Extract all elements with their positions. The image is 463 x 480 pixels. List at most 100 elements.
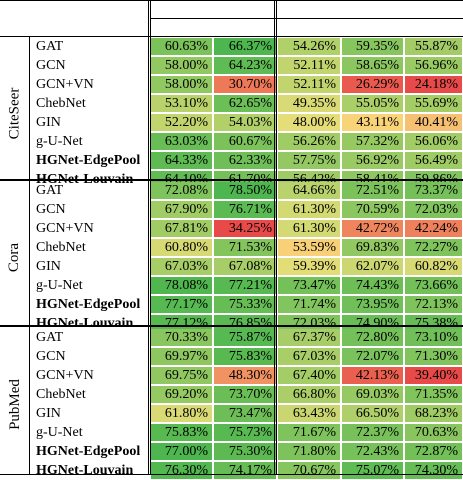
accuracy-cell: 72.87% — [405, 443, 462, 460]
accuracy-cell: 75.30% — [214, 443, 276, 460]
accuracy-cell: 72.03% — [278, 315, 340, 332]
horizontal-rule — [0, 325, 463, 326]
accuracy-cell: 56.92% — [342, 152, 403, 169]
accuracy-cell: 62.65% — [214, 95, 276, 112]
dataset-name: Cora — [6, 242, 23, 272]
model-name: GIN — [36, 115, 61, 130]
accuracy-cell: 60.63% — [151, 38, 212, 55]
model-name: GCN — [36, 202, 66, 217]
accuracy-cell: 68.23% — [405, 405, 462, 422]
accuracy-cell: 73.66% — [405, 277, 462, 294]
accuracy-cell: 75.33% — [214, 296, 276, 313]
accuracy-cell: 70.33% — [151, 329, 212, 346]
layers-header — [404, 19, 463, 36]
accuracy-cell: 75.87% — [214, 329, 276, 346]
accuracy-cell: 77.21% — [214, 277, 276, 294]
model-name: HGNet-EdgePool — [36, 444, 141, 459]
accuracy-cell: 64.66% — [278, 182, 340, 199]
accuracy-cell: 73.47% — [278, 277, 340, 294]
model-name: GIN — [36, 406, 61, 421]
model-name: GIN — [36, 259, 61, 274]
column-rule — [276, 0, 277, 475]
accuracy-cell: 74.30% — [405, 462, 462, 479]
accuracy-cell: 72.51% — [342, 182, 403, 199]
accuracy-cell: 61.30% — [278, 201, 340, 218]
accuracy-cell: 76.30% — [151, 462, 212, 479]
accuracy-cell: 67.08% — [214, 258, 276, 275]
accuracy-cell: 69.75% — [151, 367, 212, 384]
accuracy-cell: 72.13% — [405, 296, 462, 313]
accuracy-cell: 70.59% — [342, 201, 403, 218]
accuracy-cell: 63.43% — [278, 405, 340, 422]
accuracy-cell: 55.05% — [342, 95, 403, 112]
accuracy-cell: 66.50% — [342, 405, 403, 422]
accuracy-cell: 48.30% — [214, 367, 276, 384]
horizontal-rule — [0, 180, 463, 181]
accuracy-cell: 71.30% — [405, 348, 462, 365]
accuracy-cell: 55.87% — [405, 38, 462, 55]
accuracy-cell: 26.29% — [342, 76, 403, 93]
accuracy-cell: 63.03% — [151, 133, 212, 150]
accuracy-cell: 54.26% — [278, 38, 340, 55]
accuracy-cell: 74.90% — [342, 315, 403, 332]
accuracy-cell: 72.08% — [151, 182, 212, 199]
horizontal-rule — [0, 0, 463, 1]
accuracy-cell: 48.00% — [278, 114, 340, 131]
accuracy-cell: 57.75% — [278, 152, 340, 169]
accuracy-cell: 67.37% — [278, 329, 340, 346]
layers-header — [213, 19, 277, 36]
accuracy-cell: 71.67% — [278, 424, 340, 441]
accuracy-cell: 61.30% — [278, 220, 340, 237]
model-name: GCN+VN — [36, 77, 94, 92]
accuracy-cell: 56.96% — [405, 57, 462, 74]
accuracy-cell: 42.13% — [342, 367, 403, 384]
accuracy-cell: 61.80% — [151, 405, 212, 422]
accuracy-cell: 34.25% — [214, 220, 276, 237]
accuracy-cell: 71.35% — [405, 386, 462, 403]
accuracy-cell: 67.03% — [151, 258, 212, 275]
k-group-rule — [150, 18, 463, 19]
accuracy-cell: 69.03% — [342, 386, 403, 403]
accuracy-cell: 75.38% — [405, 315, 462, 332]
accuracy-cell: 74.43% — [342, 277, 403, 294]
accuracy-cell: 40.41% — [405, 114, 462, 131]
accuracy-cell: 56.49% — [405, 152, 462, 169]
horizontal-rule — [0, 179, 463, 180]
column-rule — [29, 36, 30, 475]
dataset-name: PubMed — [6, 378, 23, 430]
accuracy-cell: 52.11% — [278, 76, 340, 93]
accuracy-cell: 53.59% — [278, 239, 340, 256]
accuracy-cell: 73.37% — [405, 182, 462, 199]
accuracy-cell: 73.10% — [405, 329, 462, 346]
accuracy-cell: 67.81% — [151, 220, 212, 237]
accuracy-cell: 55.69% — [405, 95, 462, 112]
accuracy-cell: 75.73% — [214, 424, 276, 441]
accuracy-cell: 72.37% — [342, 424, 403, 441]
accuracy-cell: 67.03% — [278, 348, 340, 365]
accuracy-cell: 60.80% — [151, 239, 212, 256]
accuracy-cell: 69.97% — [151, 348, 212, 365]
accuracy-cell: 71.74% — [278, 296, 340, 313]
accuracy-cell: 60.67% — [214, 133, 276, 150]
accuracy-cell: 78.50% — [214, 182, 276, 199]
accuracy-cell: 64.23% — [214, 57, 276, 74]
accuracy-cell: 30.70% — [214, 76, 276, 93]
accuracy-cell: 39.40% — [405, 367, 462, 384]
accuracy-cell: 49.35% — [278, 95, 340, 112]
accuracy-cell: 42.72% — [342, 220, 403, 237]
model-name: GAT — [36, 183, 64, 198]
accuracy-cell: 70.67% — [278, 462, 340, 479]
column-rule — [274, 0, 275, 475]
model-name: HGNet-EdgePool — [36, 153, 141, 168]
accuracy-cell: 78.08% — [151, 277, 212, 294]
dataset-label: PubMed — [0, 328, 30, 480]
model-name: ChebNet — [36, 96, 86, 111]
column-rule — [150, 0, 151, 475]
model-name: GCN+VN — [36, 221, 94, 236]
accuracy-cell: 56.06% — [405, 133, 462, 150]
layers-header — [150, 19, 213, 36]
accuracy-cell: 52.20% — [151, 114, 212, 131]
layers-header — [341, 19, 404, 36]
model-name: ChebNet — [36, 387, 86, 402]
accuracy-cell: 77.17% — [151, 296, 212, 313]
